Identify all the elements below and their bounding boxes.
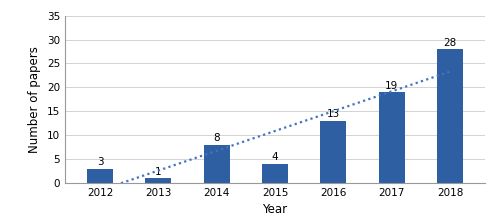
Bar [145, 178, 172, 183]
Text: 13: 13 [326, 109, 340, 119]
X-axis label: Year: Year [262, 203, 287, 216]
Bar [87, 169, 113, 183]
Bar [320, 121, 346, 183]
Bar [378, 92, 405, 183]
Y-axis label: Number of papers: Number of papers [28, 46, 42, 153]
Text: 4: 4 [272, 152, 278, 162]
Text: 8: 8 [214, 133, 220, 143]
Text: 3: 3 [96, 157, 103, 167]
Text: 19: 19 [385, 81, 398, 91]
Text: 28: 28 [444, 38, 456, 48]
Bar [437, 49, 463, 183]
Bar [262, 164, 288, 183]
Bar [204, 145, 230, 183]
Text: 1: 1 [155, 167, 162, 177]
